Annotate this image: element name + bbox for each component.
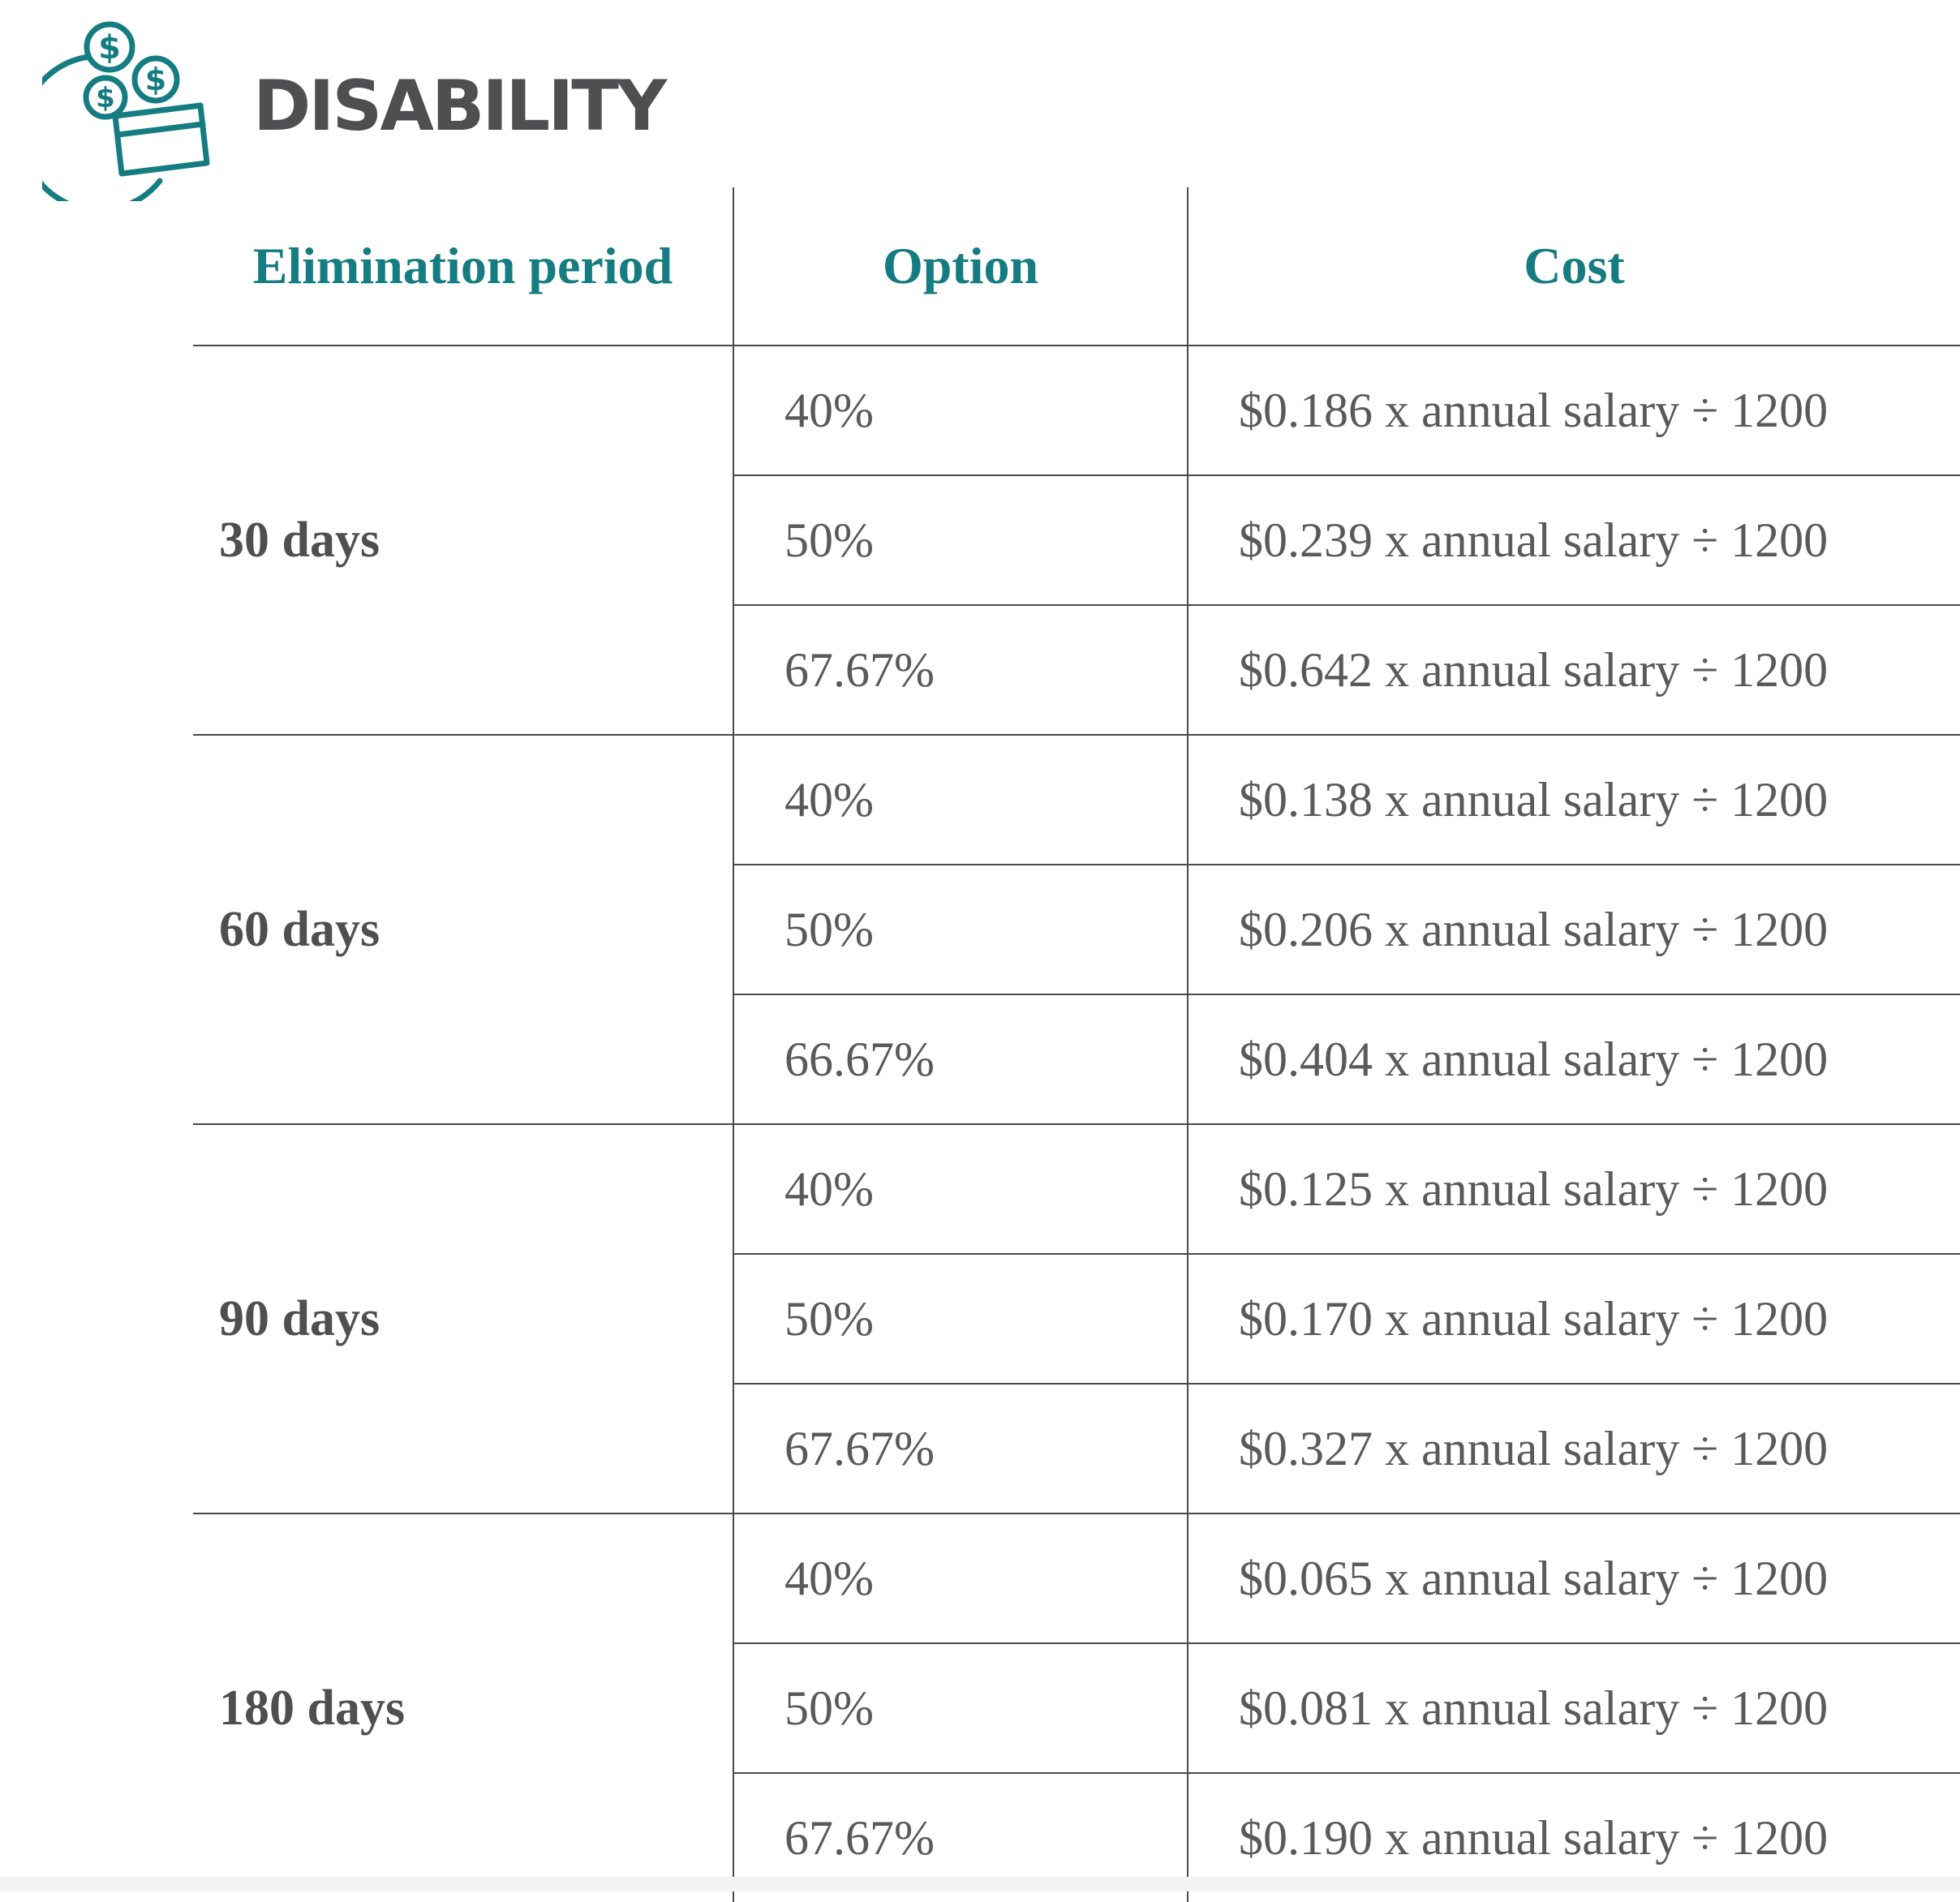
page-bottom-edge (0, 1877, 1960, 1891)
option-cell: 40% (733, 735, 1188, 865)
svg-text:$: $ (145, 62, 166, 97)
option-cell: 40% (733, 1124, 1188, 1255)
table-row: 67.67% $0.327 x annual salary ÷ 1200 (193, 1384, 1960, 1514)
cost-cell: $0.081 x annual salary ÷ 1200 (1187, 1643, 1960, 1774)
table-row: 50% $0.206 x annual salary ÷ 1200 (193, 865, 1960, 995)
column-header-cost: Cost (1187, 187, 1960, 346)
elimination-period-cell: 30 days (193, 346, 733, 736)
table-row: 30 days 40% $0.186 x annual salary ÷ 120… (193, 346, 1960, 736)
cost-cell: $0.327 x annual salary ÷ 1200 (1187, 1384, 1960, 1514)
column-header-option: Option (733, 187, 1188, 346)
table-row: 50% $0.081 x annual salary ÷ 1200 (193, 1643, 1960, 1774)
option-cell: 50% (733, 865, 1188, 995)
elimination-period-cell: 90 days (193, 1124, 733, 1514)
money-card-coins-icon: $ $ $ (19, 15, 221, 213)
cost-cell: $0.125 x annual salary ÷ 1200 (1187, 1124, 1960, 1255)
cost-cell: $0.186 x annual salary ÷ 1200 (1187, 346, 1960, 476)
table-row: 50% $0.239 x annual salary ÷ 1200 (193, 475, 1960, 606)
page-title: DISABILITY (253, 66, 667, 147)
elimination-period-cell: 60 days (193, 735, 733, 1125)
disability-rates-table: Elimination period Option Cost 30 days 4… (193, 187, 1960, 1902)
table-row: 50% $0.170 x annual salary ÷ 1200 (193, 1254, 1960, 1385)
cost-cell: $0.642 x annual salary ÷ 1200 (1187, 605, 1960, 736)
table-row: 60 days 40% $0.138 x annual salary ÷ 120… (193, 735, 1960, 1125)
table-row: 90 days 40% $0.125 x annual salary ÷ 120… (193, 1124, 1960, 1514)
option-cell: 50% (733, 1643, 1188, 1774)
table-row: 67.67% $0.642 x annual salary ÷ 1200 (193, 605, 1960, 736)
svg-text:$: $ (96, 82, 115, 114)
svg-text:$: $ (98, 29, 121, 67)
option-cell: 40% (733, 346, 1188, 476)
cost-cell: $0.065 x annual salary ÷ 1200 (1187, 1513, 1960, 1644)
cost-cell: $0.404 x annual salary ÷ 1200 (1187, 994, 1960, 1125)
table-row: 180 days 40% $0.065 x annual salary ÷ 12… (193, 1513, 1960, 1736)
option-cell: 66.67% (733, 994, 1188, 1125)
table-header-row: Elimination period Option Cost (193, 187, 1960, 346)
option-cell: 67.67% (733, 605, 1188, 736)
table-row: 66.67% $0.404 x annual salary ÷ 1200 (193, 994, 1960, 1125)
elimination-period-cell: 180 days (219, 1680, 406, 1736)
option-cell: 67.67% (733, 1384, 1188, 1514)
column-header-elimination-period: Elimination period (193, 187, 733, 346)
cost-cell: $0.170 x annual salary ÷ 1200 (1187, 1254, 1960, 1385)
option-cell: 40% (733, 1513, 1188, 1644)
cost-cell: $0.206 x annual salary ÷ 1200 (1187, 865, 1960, 995)
option-cell: 50% (733, 1254, 1188, 1385)
option-cell: 50% (733, 475, 1188, 606)
cost-cell: $0.138 x annual salary ÷ 1200 (1187, 735, 1960, 865)
cost-cell: $0.239 x annual salary ÷ 1200 (1187, 475, 1960, 606)
